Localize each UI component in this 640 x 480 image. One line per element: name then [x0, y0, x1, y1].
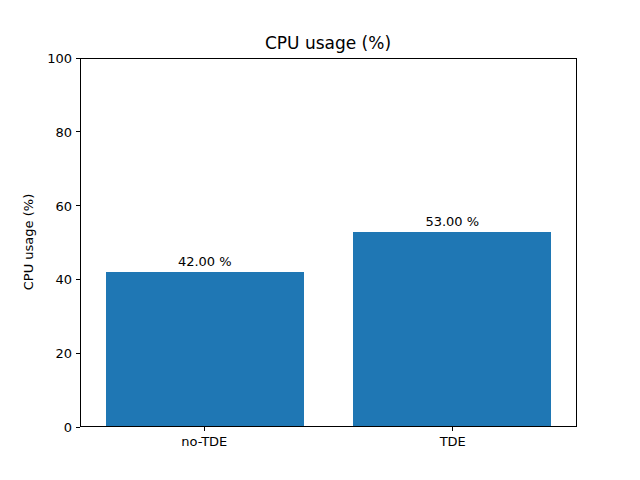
- y-tick-label: 20: [55, 346, 72, 361]
- x-tick-label-TDE: TDE: [440, 434, 466, 449]
- bar-chart-figure: CPU usage (%) CPU usage (%) 42.00 % 53.00…: [0, 0, 640, 480]
- y-tick-label: 0: [64, 420, 72, 435]
- bar-value-label: 53.00 %: [425, 214, 479, 229]
- y-tick-mark: [76, 427, 80, 428]
- y-axis-label: CPU usage (%): [21, 194, 36, 290]
- bar-no-TDE: [106, 272, 304, 426]
- y-tick-mark: [76, 279, 80, 280]
- y-tick-label: 80: [55, 124, 72, 139]
- x-tick-mark: [452, 427, 453, 431]
- x-tick-mark: [204, 427, 205, 431]
- plot-area: 42.00 % 53.00 %: [80, 58, 577, 427]
- bar-TDE: [353, 232, 551, 427]
- bar-value-label: 42.00 %: [178, 254, 232, 269]
- chart-title: CPU usage (%): [265, 33, 391, 53]
- y-tick-label: 40: [55, 272, 72, 287]
- y-tick-mark: [76, 353, 80, 354]
- y-tick-label: 60: [55, 198, 72, 213]
- x-tick-label-no-TDE: no-TDE: [181, 434, 227, 449]
- y-tick-mark: [76, 205, 80, 206]
- y-tick-mark: [76, 131, 80, 132]
- y-tick-mark: [76, 58, 80, 59]
- y-tick-label: 100: [47, 51, 72, 66]
